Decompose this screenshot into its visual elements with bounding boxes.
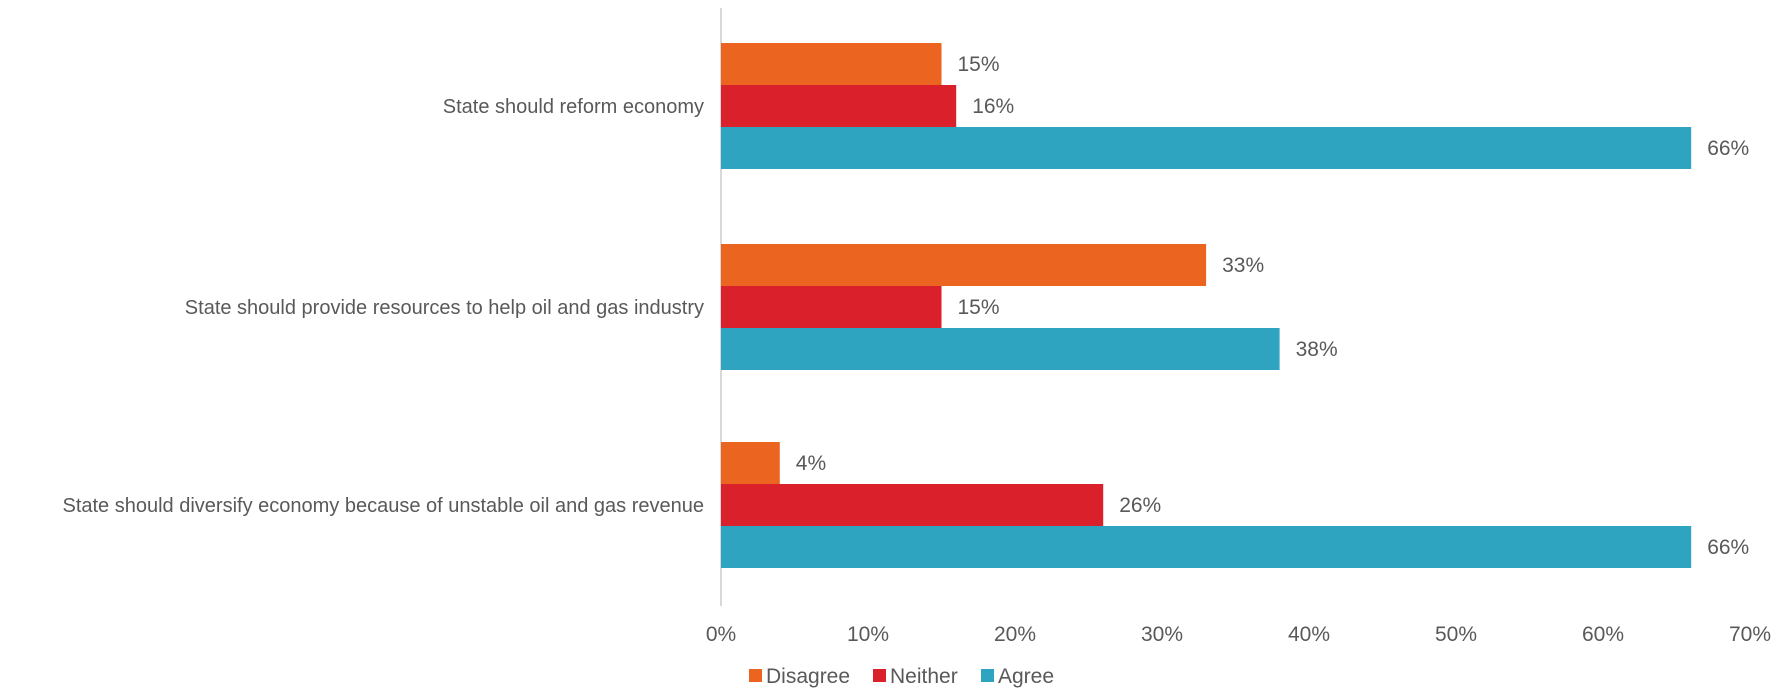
- x-tick-label: 60%: [1582, 623, 1624, 646]
- bar-disagree: [721, 442, 780, 484]
- bar-neither: [721, 484, 1104, 526]
- bar-agree: [721, 328, 1280, 370]
- data-label: 66%: [1707, 536, 1749, 559]
- x-tick-label: 0%: [706, 623, 736, 646]
- data-label: 66%: [1707, 137, 1749, 160]
- category-label: State should provide resources to help o…: [185, 297, 704, 319]
- legend-swatch-disagree: [749, 669, 762, 682]
- data-label: 15%: [958, 296, 1000, 319]
- labels-layer: 15% 16% 66% State should reform economy 33% 1…: [62, 53, 1749, 559]
- legend: Disagree Neither Agree: [749, 665, 1054, 688]
- data-label: 38%: [1296, 338, 1338, 361]
- data-label: 4%: [796, 452, 826, 475]
- legend-label-agree: Agree: [998, 665, 1054, 688]
- category-label: State should diversify economy because o…: [62, 495, 704, 517]
- bar-agree: [721, 526, 1692, 568]
- bar-disagree: [721, 43, 942, 85]
- x-tick-label: 30%: [1141, 623, 1183, 646]
- data-label: 26%: [1119, 494, 1161, 517]
- x-tick-label: 20%: [994, 623, 1036, 646]
- bar-agree: [721, 127, 1692, 169]
- data-label: 15%: [958, 53, 1000, 76]
- x-tick-label: 10%: [847, 623, 889, 646]
- axis-layer: 0% 10% 20% 30% 40% 50% 60% 70%: [706, 8, 1771, 646]
- data-label: 16%: [972, 95, 1014, 118]
- bars-layer: [721, 43, 1692, 568]
- bar-disagree: [721, 244, 1207, 286]
- bar-neither: [721, 286, 942, 328]
- legend-label-disagree: Disagree: [766, 665, 850, 688]
- data-label: 33%: [1222, 254, 1264, 277]
- x-tick-label: 70%: [1729, 623, 1771, 646]
- legend-swatch-agree: [981, 669, 994, 682]
- x-tick-label: 50%: [1435, 623, 1477, 646]
- category-label: State should reform economy: [443, 96, 704, 118]
- bar-neither: [721, 85, 957, 127]
- legend-label-neither: Neither: [890, 665, 958, 688]
- legend-swatch-neither: [873, 669, 886, 682]
- x-tick-label: 40%: [1288, 623, 1330, 646]
